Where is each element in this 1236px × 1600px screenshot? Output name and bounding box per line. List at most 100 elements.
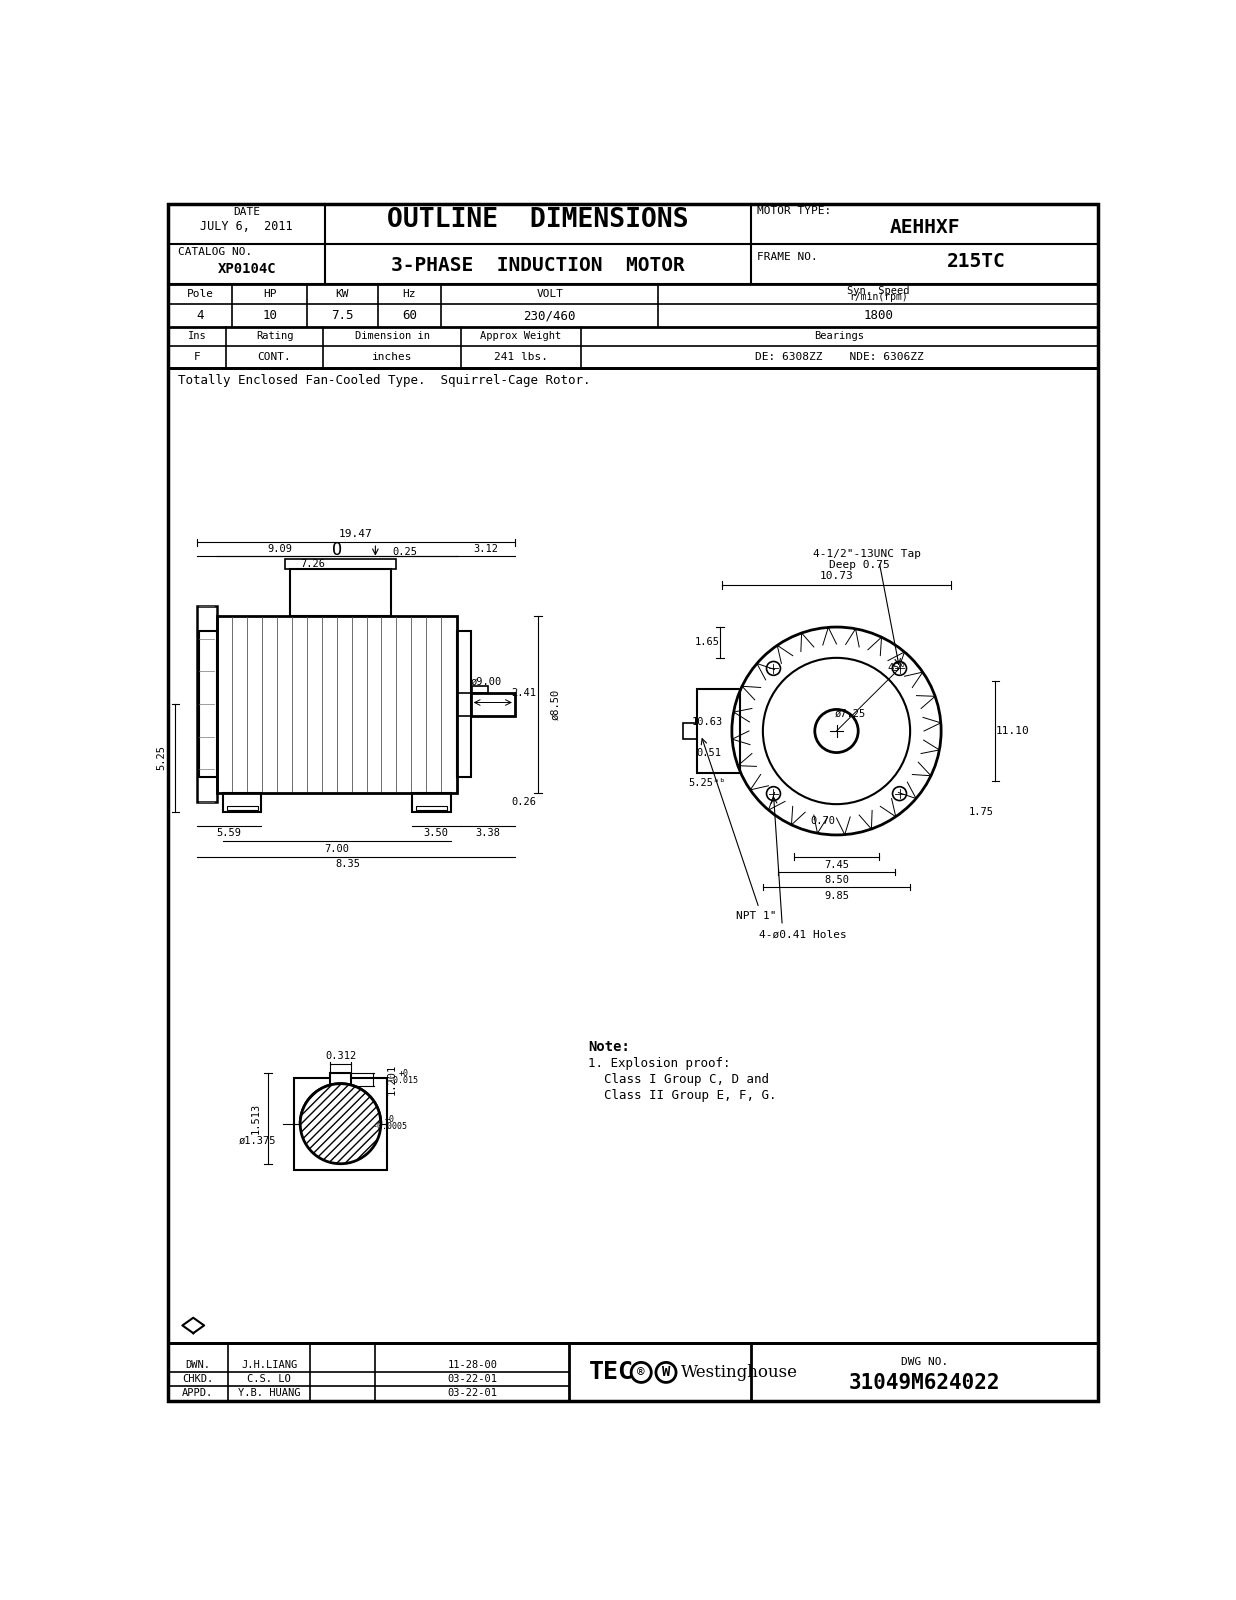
Text: 0.312: 0.312 [325,1051,356,1061]
Text: ø7.25: ø7.25 [834,709,866,718]
Text: Y.B. HUANG: Y.B. HUANG [239,1389,300,1398]
Text: 11-28-00: 11-28-00 [447,1360,497,1371]
Text: DATE: DATE [234,206,261,218]
Bar [199,630,216,778]
Circle shape [300,1083,381,1163]
Text: 0.51: 0.51 [696,747,721,757]
Text: AEHHXF: AEHHXF [890,218,960,237]
Text: MOTOR TYPE:: MOTOR TYPE: [758,206,832,216]
Text: 1. Explosion proof:: 1. Explosion proof: [588,1058,730,1070]
Text: +0: +0 [386,1115,396,1123]
Bar [697,688,739,773]
Text: ø8.50: ø8.50 [550,688,560,720]
Text: Ins: Ins [188,331,206,341]
Text: 60: 60 [402,309,417,322]
Text: 4: 4 [197,309,204,322]
Text: ø9.00: ø9.00 [471,677,502,686]
Text: Totally Enclosed Fan-Cooled Type.  Squirrel-Cage Rotor.: Totally Enclosed Fan-Cooled Type. Squirr… [178,374,591,387]
Text: 19.47: 19.47 [339,530,373,539]
Text: inches: inches [372,352,413,362]
Text: Syn. Speed: Syn. Speed [847,285,910,296]
Text: CHKD.: CHKD. [182,1373,214,1384]
Text: -0.0005: -0.0005 [372,1122,408,1131]
Text: Dimension in: Dimension in [355,331,430,341]
Text: DWN.: DWN. [185,1360,210,1371]
Text: 11.10: 11.10 [995,726,1030,736]
Bar [457,630,471,778]
Bar [168,203,1099,285]
Bar [472,686,488,693]
Text: r/min(rpm): r/min(rpm) [849,293,907,302]
Text: 03-22-01: 03-22-01 [447,1389,497,1398]
Text: 8.50: 8.50 [824,875,849,885]
Text: 7.00: 7.00 [324,843,349,854]
Bar [684,723,697,739]
Text: 5.59: 5.59 [216,829,242,838]
Text: 0.70: 0.70 [810,816,836,826]
Text: 3.38: 3.38 [476,829,501,838]
Bar [415,806,446,810]
Bar [197,606,216,802]
Text: APPD.: APPD. [182,1389,214,1398]
Text: 4-ø0.41 Holes: 4-ø0.41 Holes [759,930,847,941]
Text: 10.63: 10.63 [691,717,723,726]
Bar [168,1342,1099,1402]
Text: Bearings: Bearings [815,331,865,341]
Text: CATALOG NO.: CATALOG NO. [178,246,252,258]
Bar [222,792,262,811]
Bar [216,616,457,792]
Bar [471,693,515,715]
Text: C.S. LO: C.S. LO [247,1373,290,1384]
Text: 4-1/2"-13UNC Tap: 4-1/2"-13UNC Tap [813,549,921,558]
Text: 5.25: 5.25 [157,746,167,771]
Text: 1800: 1800 [864,309,894,322]
Text: ®: ® [638,1366,645,1379]
Text: XP0104C: XP0104C [218,262,276,275]
Text: F: F [194,352,200,362]
Bar [412,792,451,811]
Text: CONT.: CONT. [258,352,292,362]
Bar [226,806,257,810]
Text: NPT 1": NPT 1" [735,910,776,922]
Text: Class I Group C, D and: Class I Group C, D and [604,1074,769,1086]
Text: Class II Group E, F, G.: Class II Group E, F, G. [604,1090,776,1102]
Text: 0.26: 0.26 [512,797,536,808]
Text: W: W [661,1365,670,1379]
Text: OUTLINE  DIMENSIONS: OUTLINE DIMENSIONS [387,206,688,232]
Text: 7.45: 7.45 [824,859,849,870]
Text: Rating: Rating [256,331,293,341]
Text: 9.09: 9.09 [268,544,293,554]
Text: 7.26: 7.26 [300,558,325,570]
Text: J.H.LIANG: J.H.LIANG [241,1360,298,1371]
Text: 0.25: 0.25 [392,547,418,557]
Text: Hz: Hz [403,290,417,299]
Text: 1.513: 1.513 [250,1102,261,1134]
Text: ø1.375: ø1.375 [239,1136,277,1146]
Text: Approx Weight: Approx Weight [480,331,561,341]
Text: 03-22-01: 03-22-01 [447,1373,497,1384]
Bar [286,558,396,570]
Text: 45°: 45° [887,662,906,674]
Text: VOLT: VOLT [536,290,564,299]
Text: 7.5: 7.5 [331,309,353,322]
Text: 1.75: 1.75 [969,806,994,818]
Text: -0.015: -0.015 [388,1077,419,1085]
Text: +0: +0 [399,1069,409,1078]
Text: 8.35: 8.35 [336,859,361,869]
Text: Note:: Note: [588,1040,630,1054]
Text: 10.73: 10.73 [819,571,853,581]
Text: 3.50: 3.50 [424,829,449,838]
Text: HP: HP [263,290,277,299]
Text: DWG NO.: DWG NO. [901,1357,948,1368]
Text: JULY 6,  2011: JULY 6, 2011 [200,221,293,234]
Text: DE: 6308ZZ    NDE: 6306ZZ: DE: 6308ZZ NDE: 6306ZZ [755,352,925,362]
Text: 10: 10 [262,309,277,322]
Text: Pole: Pole [187,290,214,299]
Bar [330,1074,351,1086]
Text: 2.41: 2.41 [512,688,536,698]
Bar [294,1077,387,1170]
Bar [290,570,391,616]
Text: 31049M624022: 31049M624022 [849,1373,1001,1394]
Text: FRAME NO.: FRAME NO. [758,253,818,262]
Text: Westinghouse: Westinghouse [681,1363,798,1381]
